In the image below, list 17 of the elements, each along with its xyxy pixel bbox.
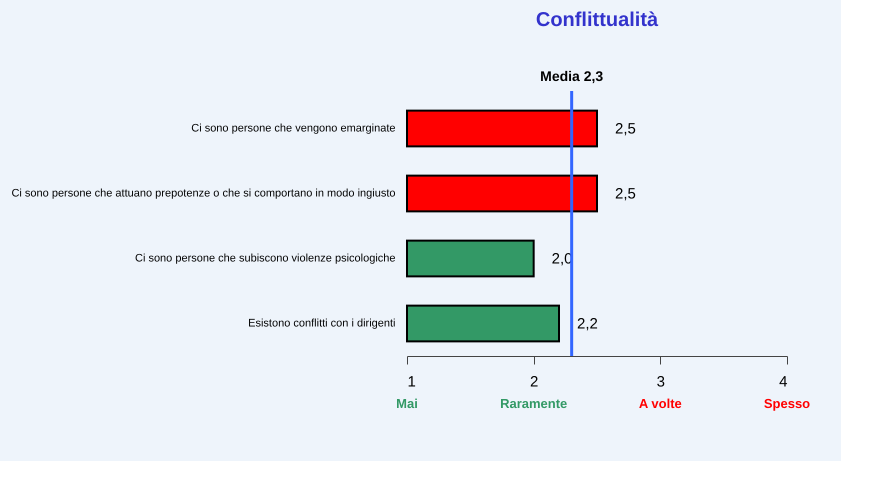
chart-title: Conflittualità — [536, 9, 659, 31]
ref-line-label: Media 2,3 — [540, 68, 604, 84]
text: Mai — [396, 396, 418, 411]
y-tick-label: Ci sono persone che subiscono violenze psicologiche — [135, 252, 396, 264]
text: Raramente — [500, 396, 568, 411]
y-tick-label: Ci sono persone che attuano prepotenze o che si comportano in modo ingiusto — [11, 188, 396, 200]
text: A volte — [638, 396, 682, 411]
data-label: 2,5 — [615, 120, 636, 138]
y-tick-label: Ci sono persone che vengono emarginate — [191, 122, 396, 134]
data-label: 2,5 — [615, 186, 636, 202]
y-tick-label: Esistono conflitti con i dirigenti — [248, 318, 396, 330]
x-tick-label: 3 — [656, 374, 666, 390]
x-tick-label: 1 — [408, 374, 416, 390]
x-tick-label: 2 — [530, 374, 538, 390]
text: Spesso — [764, 396, 810, 411]
data-label: 2,2 — [577, 316, 598, 332]
x-tick-label: 4 — [779, 374, 788, 390]
